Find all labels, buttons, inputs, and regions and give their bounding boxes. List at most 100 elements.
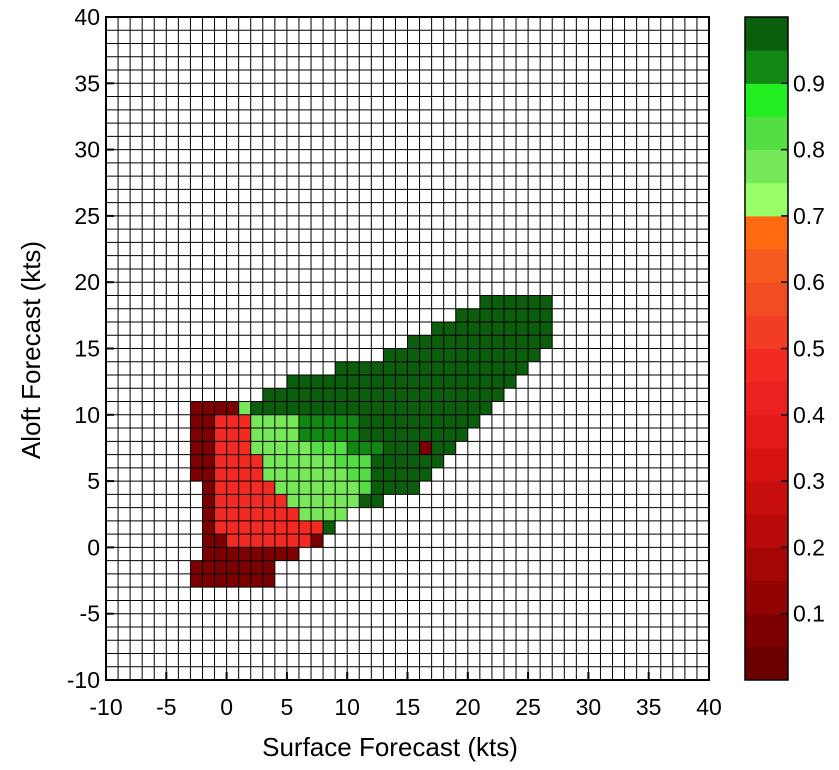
heatmap-cell — [250, 534, 263, 548]
heatmap-cell — [359, 388, 372, 402]
heatmap-cell — [262, 534, 275, 548]
heatmap-cell — [359, 494, 372, 508]
heatmap-cell — [214, 441, 227, 455]
heatmap-cell — [479, 295, 492, 309]
heatmap-cell — [455, 335, 468, 349]
heatmap-cell — [503, 321, 517, 336]
heatmap-cell — [286, 494, 299, 508]
colorbar-swatch — [745, 547, 788, 582]
heatmap-cell — [286, 454, 299, 468]
heatmap-cell — [311, 467, 324, 482]
heatmap-cell — [383, 414, 396, 429]
heatmap-cell — [286, 520, 299, 535]
heatmap-cell — [491, 388, 504, 402]
heatmap-cell — [286, 428, 299, 442]
y-tick-label: -5 — [80, 601, 100, 627]
heatmap-cell — [516, 361, 529, 376]
heatmap-cell — [214, 494, 227, 508]
heatmap-cell — [214, 467, 227, 482]
heatmap-cell — [431, 454, 444, 468]
heatmap-cell — [274, 414, 287, 429]
colorbar-tick-label: 0.3 — [793, 468, 825, 494]
heatmap-cell — [347, 428, 360, 442]
heatmap-cell — [395, 401, 408, 415]
heatmap-cell — [383, 361, 396, 376]
heatmap-cell — [359, 467, 372, 482]
heatmap-cell — [190, 441, 203, 455]
heatmap-cell — [311, 428, 324, 442]
heatmap-cell — [298, 467, 312, 482]
heatmap-cell — [371, 428, 384, 442]
heatmap-cell — [479, 308, 492, 322]
heatmap-cell — [371, 414, 384, 429]
heatmap-cell — [467, 348, 480, 362]
heatmap-cell — [371, 375, 384, 389]
heatmap-cell — [407, 375, 420, 389]
heatmap-cell — [395, 414, 408, 429]
heatmap-cell — [443, 428, 456, 442]
x-tick-label: 10 — [334, 694, 360, 720]
colorbar — [744, 16, 789, 681]
heatmap-cell — [516, 348, 529, 362]
colorbar-tick-label: 0.1 — [793, 601, 825, 627]
heatmap-cell — [311, 414, 324, 429]
heatmap-cell — [214, 481, 227, 495]
heatmap-cell — [371, 361, 384, 376]
heatmap-cell — [383, 388, 396, 402]
colorbar-swatch — [745, 481, 788, 515]
heatmap-cell — [383, 481, 396, 495]
colorbar-swatch — [745, 315, 788, 349]
colorbar-swatch — [745, 116, 788, 151]
heatmap-cell — [419, 414, 432, 429]
heatmap-cell — [298, 375, 312, 389]
heatmap-cell — [323, 520, 336, 535]
heatmap-cell — [298, 428, 312, 442]
heatmap-cell — [335, 454, 348, 468]
heatmap-cell — [226, 534, 239, 548]
heatmap-cell — [311, 481, 324, 495]
x-tick-label: -10 — [89, 694, 122, 720]
colorbar-tick-label: 0.5 — [793, 336, 825, 362]
heatmap-cell — [359, 414, 372, 429]
heatmap-cell — [347, 375, 360, 389]
heatmap-cell — [286, 414, 299, 429]
heatmap-cell — [190, 573, 203, 588]
heatmap-cell — [431, 348, 444, 362]
heatmap-cell — [479, 321, 492, 336]
colorbar-swatch — [745, 182, 788, 217]
heatmap-cell — [383, 348, 396, 362]
heatmap-cell — [202, 560, 215, 574]
heatmap-cell — [250, 441, 263, 455]
y-tick-label: 40 — [74, 4, 100, 30]
heatmap-cell — [226, 481, 239, 495]
heatmap-cell — [238, 414, 251, 429]
heatmap-cell — [250, 573, 263, 588]
heatmap-cell — [455, 414, 468, 429]
heatmap-cell — [323, 401, 336, 415]
heatmap-cell — [431, 361, 444, 376]
heatmap-cell — [419, 467, 432, 482]
heatmap-cell — [407, 454, 420, 468]
heatmap-cell — [407, 401, 420, 415]
colorbar-swatch — [745, 83, 788, 117]
heatmap-cell — [407, 428, 420, 442]
heatmap-cell — [323, 481, 336, 495]
colorbar-tick-label: 0.7 — [793, 203, 825, 229]
heatmap-cell — [202, 441, 215, 455]
heatmap-cell — [250, 401, 263, 415]
heatmap-cell — [298, 481, 312, 495]
heatmap-cell — [455, 361, 468, 376]
heatmap-cell — [238, 467, 251, 482]
heatmap-cell — [467, 401, 480, 415]
heatmap-cell — [407, 467, 420, 482]
heatmap-cell — [274, 454, 287, 468]
heatmap-cell — [467, 321, 480, 336]
heatmap-cell — [335, 481, 348, 495]
heatmap-cell — [226, 573, 239, 588]
heatmap-cell — [323, 375, 336, 389]
heatmap-cell — [214, 454, 227, 468]
heatmap-cell — [262, 481, 275, 495]
heatmap-cell — [491, 321, 504, 336]
heatmap-cell — [347, 441, 360, 455]
